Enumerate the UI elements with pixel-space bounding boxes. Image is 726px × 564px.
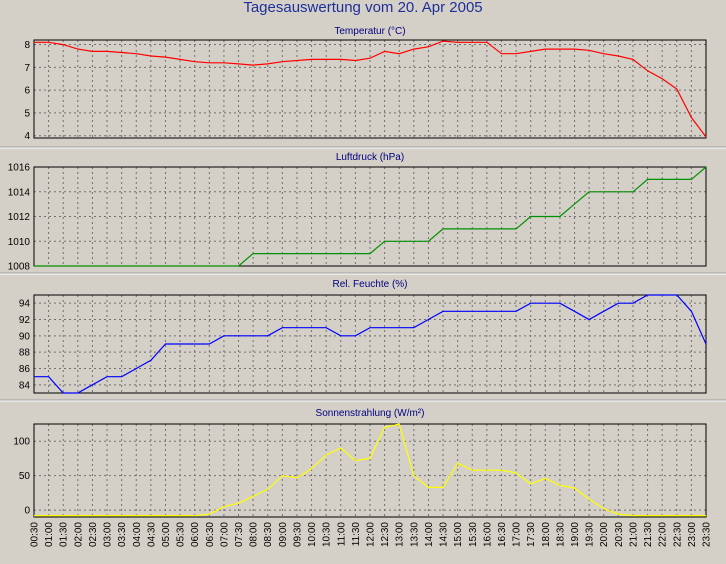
y-tick-label: 88 [19,348,31,359]
x-tick-label: 21:00 [628,522,639,547]
x-tick-label: 09:00 [278,522,289,547]
page-title: Tagesauswertung vom 20. Apr 2005 [243,0,483,16]
panel-title: Temperatur (°C) [334,26,405,37]
x-tick-label: 17:30 [526,522,537,547]
x-tick-label: 19:00 [570,522,581,547]
y-tick-label: 1014 [8,187,31,198]
y-tick-label: 1016 [8,163,31,174]
x-tick-label: 08:30 [263,522,274,547]
x-tick-label: 11:30 [351,522,362,547]
x-tick-label: 07:30 [234,522,245,547]
x-tick-label: 04:30 [146,522,157,547]
x-tick-label: 14:00 [424,522,435,547]
x-tick-label: 06:00 [190,522,201,547]
series-line [34,423,706,517]
x-tick-label: 16:30 [497,522,508,547]
x-tick-label: 19:30 [585,522,596,547]
x-tick-label: 10:00 [307,522,318,547]
y-tick-label: 5 [24,108,30,119]
y-tick-label: 94 [19,299,31,310]
y-tick-label: 4 [24,131,30,142]
x-tick-label: 09:30 [292,522,303,547]
y-tick-label: 1012 [8,212,31,223]
x-tick-label: 20:30 [614,522,625,547]
x-tick-label: 18:00 [541,522,552,547]
plot-frame [33,423,707,518]
plot-area [34,40,706,138]
y-tick-label: 1008 [8,262,31,273]
x-tick-label: 02:00 [73,522,84,547]
x-tick-label: 04:00 [132,522,143,547]
x-tick-label: 03:30 [117,522,128,547]
x-tick-label: 16:00 [482,522,493,547]
y-tick-label: 86 [19,364,31,375]
x-tick-label: 22:30 [672,522,683,547]
x-tick-label: 03:00 [103,522,114,547]
x-tick-label: 12:00 [366,522,377,547]
x-tick-label: 02:30 [88,522,99,547]
x-tick-label: 07:00 [219,522,230,547]
y-tick-label: 92 [19,315,31,326]
series-line [34,294,707,394]
y-tick-label: 1010 [8,237,31,248]
plot-frame [33,39,707,139]
x-tick-label: 00:30 [30,522,41,547]
x-tick-label: 10:30 [322,522,333,547]
x-tick-label: 21:30 [643,522,654,547]
x-tick-label: 05:00 [161,522,172,547]
y-tick-label: 8 [24,40,30,51]
x-tick-label: 01:00 [44,522,55,547]
x-tick-label: 12:30 [380,522,391,547]
series-line [34,40,707,138]
x-tick-label: 15:30 [468,522,479,547]
x-tick-label: 15:00 [453,522,464,547]
x-tick-label: 20:00 [599,522,610,547]
panel-title: Sonnenstrahlung (W/m²) [316,408,425,419]
x-tick-label: 06:30 [205,522,216,547]
x-tick-label: 17:00 [512,522,523,547]
panel-title: Rel. Feuchte (%) [332,279,407,290]
x-tick-label: 11:00 [336,522,347,547]
y-tick-label: 6 [24,86,30,97]
x-tick-label: 23:30 [702,522,713,547]
y-tick-label: 50 [19,471,31,482]
x-tick-label: 18:30 [555,522,566,547]
x-tick-label: 14:30 [439,522,450,547]
y-tick-label: 0 [24,506,30,517]
x-tick-label: 13:00 [395,522,406,547]
series-line [34,166,707,267]
plot-frame [33,166,707,267]
x-tick-label: 13:30 [409,522,420,547]
y-tick-label: 100 [13,437,30,448]
x-tick-label: 23:00 [687,522,698,547]
plot-area [34,295,706,393]
x-tick-label: 05:30 [176,522,187,547]
y-tick-label: 84 [19,380,31,391]
y-tick-label: 7 [24,63,30,74]
panel-title: Luftdruck (hPa) [336,152,404,163]
x-tick-label: 01:30 [59,522,70,547]
x-tick-label: 08:00 [249,522,260,547]
y-tick-label: 90 [19,331,31,342]
x-tick-label: 22:00 [658,522,669,547]
